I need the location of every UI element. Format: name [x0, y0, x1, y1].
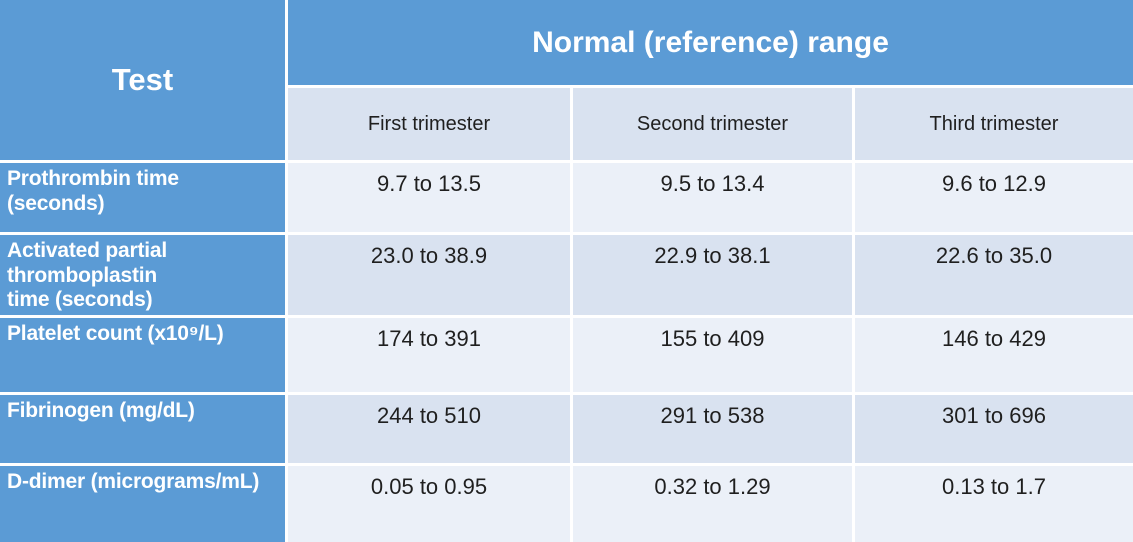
data-cell-aptt-second: 22.9 to 38.1	[573, 235, 852, 315]
data-cell-fibrinogen-third: 301 to 696	[855, 395, 1133, 463]
data-cell-d-dimer-second: 0.32 to 1.29	[573, 466, 852, 542]
data-cell-fibrinogen-second: 291 to 538	[573, 395, 852, 463]
data-cell-d-dimer-first: 0.05 to 0.95	[288, 466, 570, 542]
group-header-normal-range: Normal (reference) range	[288, 0, 1133, 85]
data-cell-fibrinogen-first: 244 to 510	[288, 395, 570, 463]
column-header-first-trimester: First trimester	[288, 88, 570, 160]
data-cell-platelet-first: 174 to 391	[288, 318, 570, 392]
row-header-aptt: Activated partial thromboplastin time (s…	[0, 235, 285, 315]
row-header-d-dimer: D-dimer (micrograms/mL)	[0, 466, 285, 542]
column-header-third-trimester: Third trimester	[855, 88, 1133, 160]
column-header-second-trimester: Second trimester	[573, 88, 852, 160]
data-cell-prothrombin-second: 9.5 to 13.4	[573, 163, 852, 232]
data-cell-platelet-second: 155 to 409	[573, 318, 852, 392]
data-cell-aptt-third: 22.6 to 35.0	[855, 235, 1133, 315]
data-cell-prothrombin-third: 9.6 to 12.9	[855, 163, 1133, 232]
row-header-prothrombin-time: Prothrombin time (seconds)	[0, 163, 285, 232]
corner-header-test: Test	[0, 0, 285, 160]
row-header-fibrinogen: Fibrinogen (mg/dL)	[0, 395, 285, 463]
data-cell-prothrombin-first: 9.7 to 13.5	[288, 163, 570, 232]
data-cell-aptt-first: 23.0 to 38.9	[288, 235, 570, 315]
data-cell-d-dimer-third: 0.13 to 1.7	[855, 466, 1133, 542]
row-header-platelet-count: Platelet count (x10⁹/L)	[0, 318, 285, 392]
data-cell-platelet-third: 146 to 429	[855, 318, 1133, 392]
